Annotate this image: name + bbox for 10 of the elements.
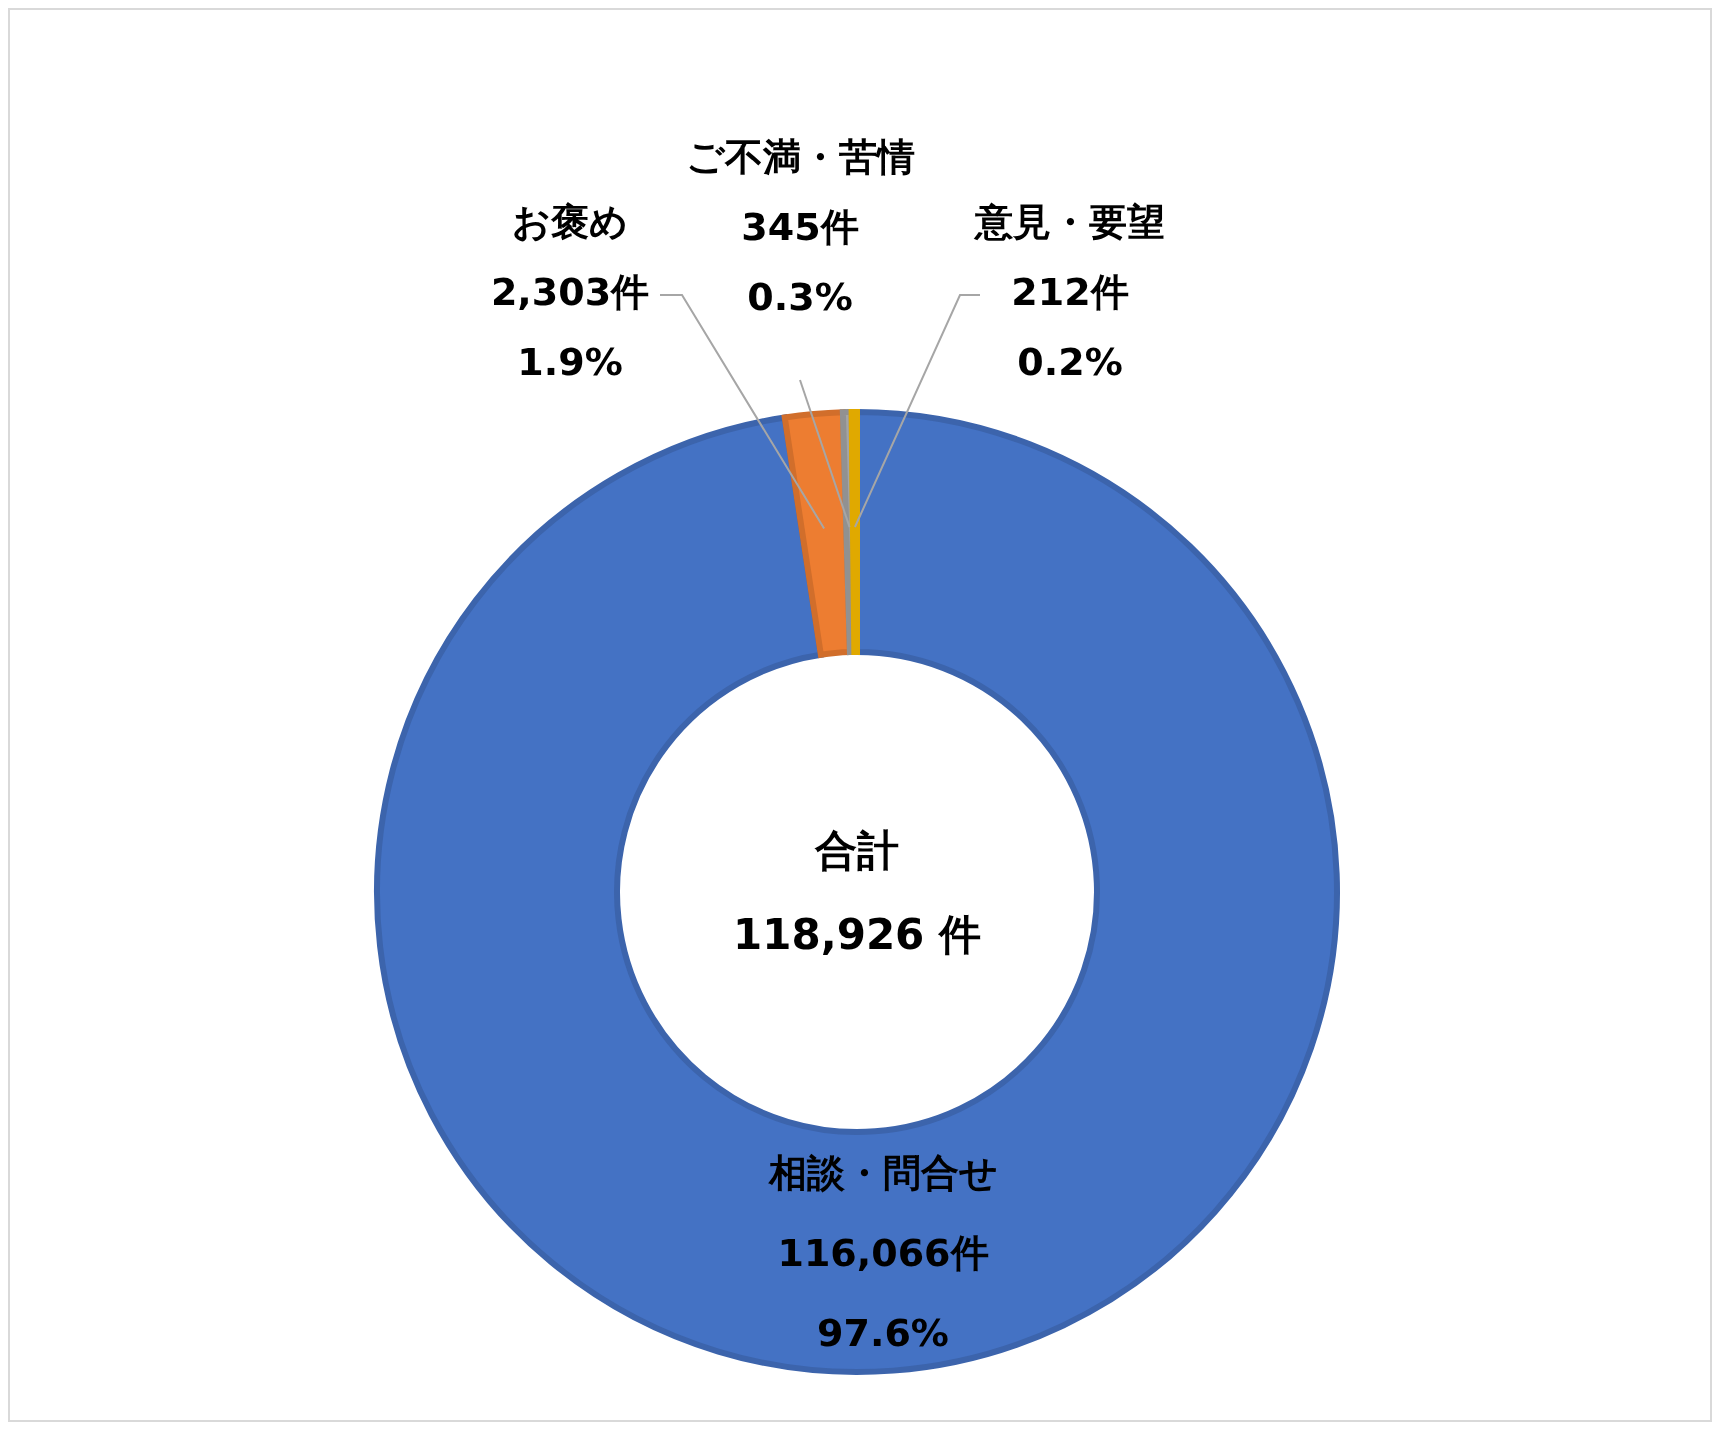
data-label: 345件 0.3% [741, 204, 859, 319]
data-label: 116,066件 97.6% [777, 1230, 989, 1355]
slice-label: お褒め [512, 199, 628, 244]
text: 118,926 件 [733, 909, 981, 959]
data-label: 2,303件 1.9% [490, 269, 650, 384]
text: 合計 [814, 825, 899, 875]
slice-label: 相談・問合せ [767, 1150, 998, 1195]
slice-label: ご不満・苦情 [685, 134, 915, 179]
slice-label: 意見・要望 [973, 199, 1165, 244]
data-label: 212件 0.2% [1011, 269, 1129, 384]
